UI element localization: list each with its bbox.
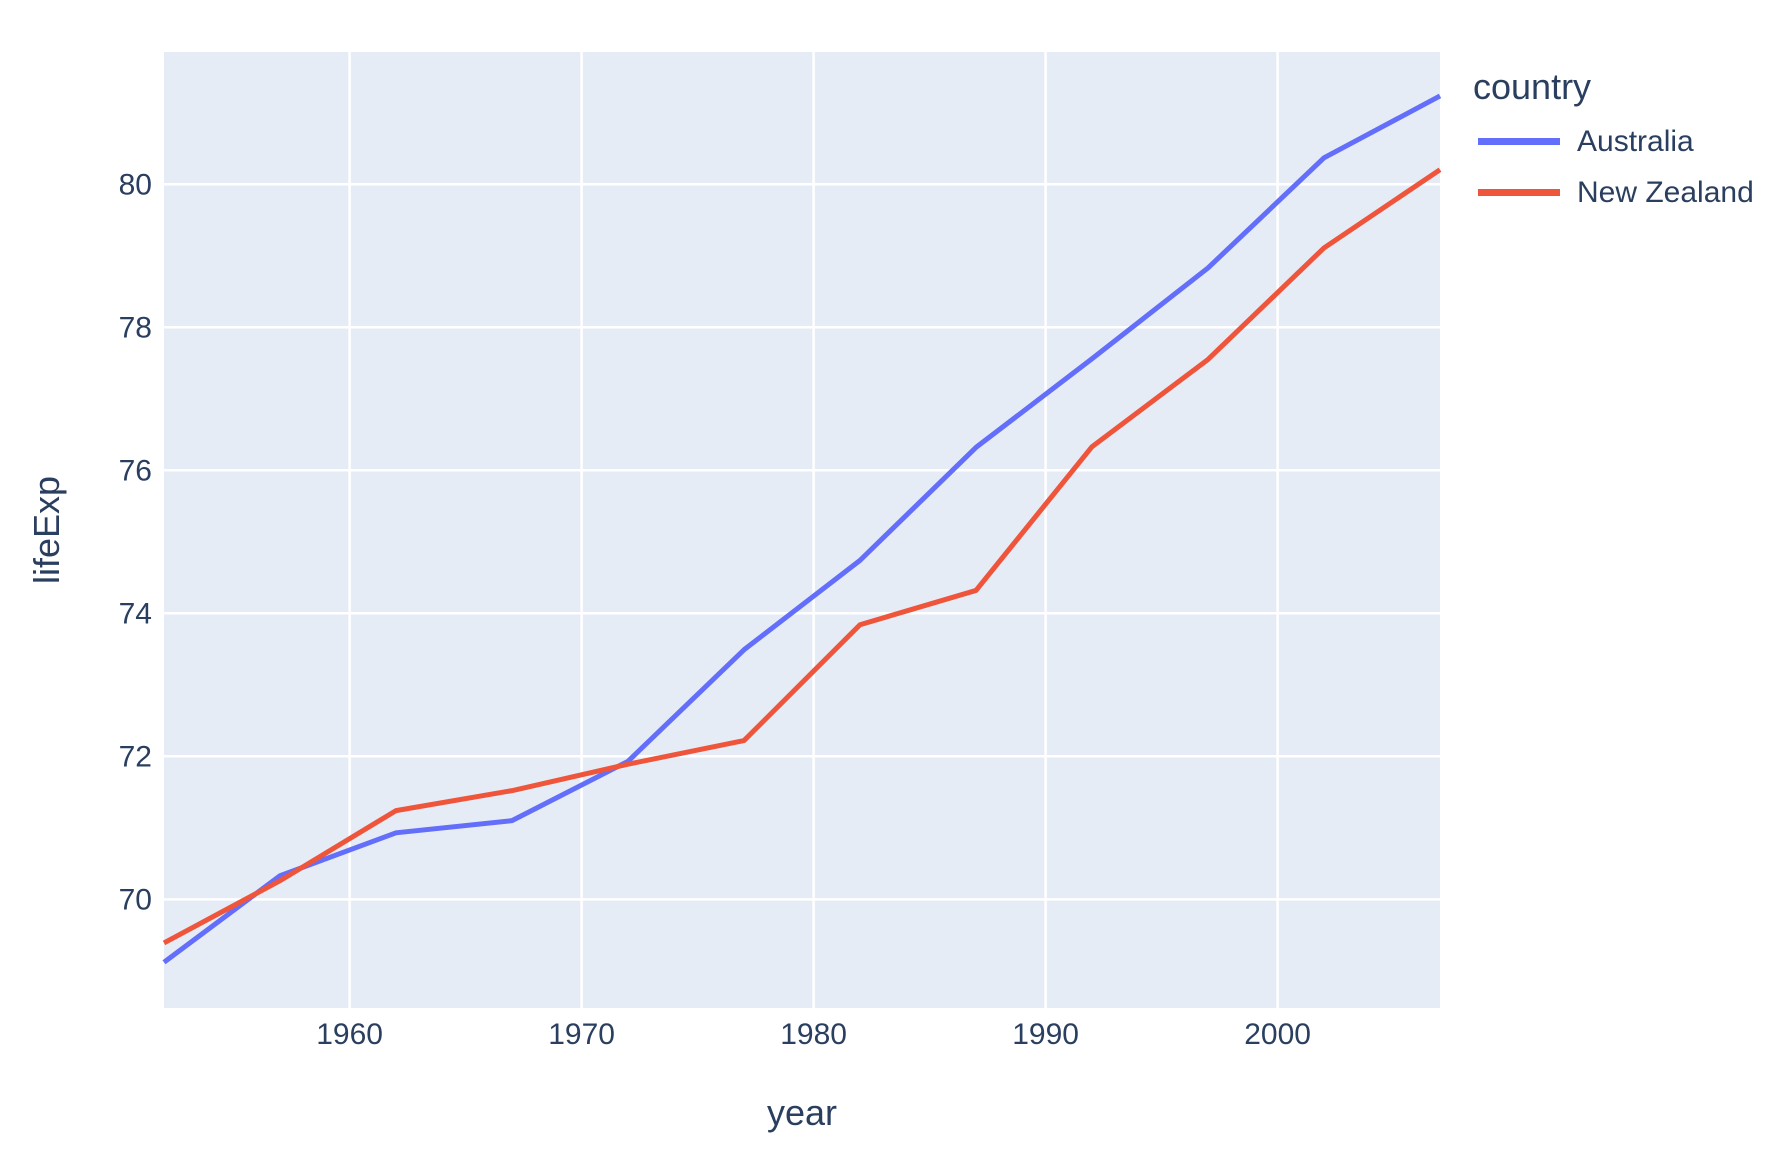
- legend-item-australia[interactable]: Australia: [1473, 116, 1754, 167]
- y-tick-label: 76: [119, 454, 152, 487]
- series-line-australia[interactable]: [162, 93, 1442, 965]
- legend-swatch: [1478, 189, 1560, 196]
- x-tick-label: 1960: [316, 1018, 383, 1051]
- legend: country Australia New Zealand: [1473, 64, 1754, 218]
- x-tick-label: 1970: [548, 1018, 615, 1051]
- legend-label: New Zealand: [1577, 175, 1754, 209]
- series-line-new-zealand[interactable]: [162, 167, 1442, 946]
- y-tick-label: 74: [119, 597, 152, 630]
- y-tick-label: 72: [119, 740, 152, 773]
- legend-item-new-zealand[interactable]: New Zealand: [1473, 167, 1754, 218]
- x-tick-label: 1980: [780, 1018, 847, 1051]
- y-tick-label: 70: [119, 883, 152, 916]
- x-tick-label: 2000: [1244, 1018, 1311, 1051]
- legend-swatch: [1478, 138, 1560, 145]
- x-axis-title: year: [766, 1092, 838, 1133]
- plot-background[interactable]: [164, 52, 1440, 1008]
- legend-title: country: [1473, 66, 1592, 107]
- y-tick-label: 78: [119, 311, 152, 344]
- legend-items: Australia New Zealand: [1473, 116, 1754, 218]
- y-tick-label: 80: [119, 168, 152, 201]
- x-tick-label: 1990: [1012, 1018, 1079, 1051]
- y-axis-title: lifeExp: [26, 475, 67, 585]
- legend-label: Australia: [1577, 124, 1694, 158]
